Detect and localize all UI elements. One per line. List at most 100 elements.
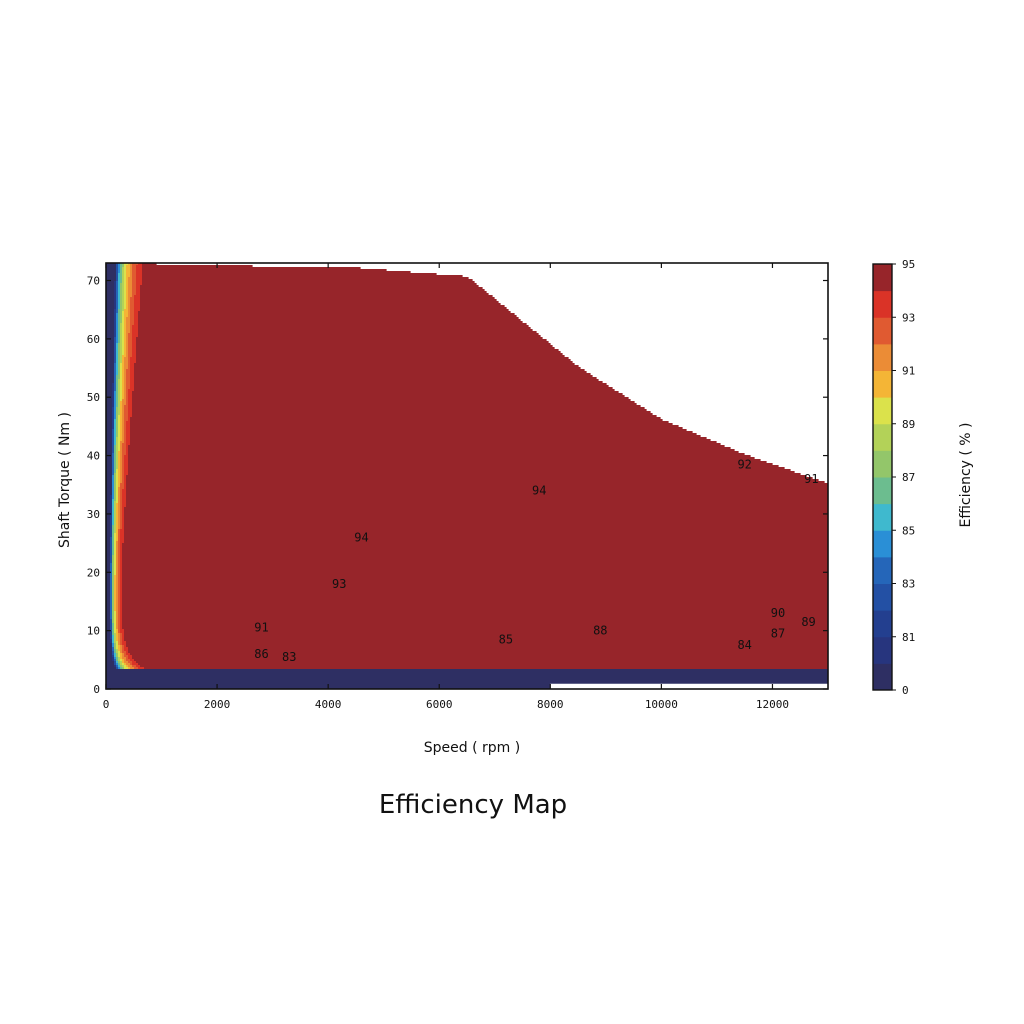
- contour-cell: [122, 651, 127, 654]
- contour-cell: [118, 441, 121, 444]
- colorbar-tick-label: 0: [902, 684, 909, 697]
- contour-cell: [116, 583, 119, 586]
- contour-cell: [124, 345, 127, 348]
- contour-cell: [106, 405, 113, 408]
- contour-cell: [114, 383, 117, 386]
- contour-cell: [126, 353, 129, 356]
- contour-cell: [116, 573, 119, 576]
- contour-cell: [126, 451, 129, 454]
- contour-cell: [118, 401, 121, 404]
- contour-cell: [136, 289, 141, 292]
- contour-cell: [120, 533, 125, 536]
- contour-cell: [112, 539, 115, 542]
- contour-cell: [116, 447, 119, 450]
- contour-cell: [118, 553, 121, 556]
- contour-cell: [132, 393, 623, 396]
- contour-cell: [106, 297, 115, 300]
- contour-cell: [120, 345, 123, 348]
- contour-cell: [130, 367, 135, 370]
- contour-cell: [122, 627, 828, 630]
- contour-cell: [118, 659, 121, 662]
- contour-cell: [124, 663, 127, 666]
- contour-cell: [122, 273, 125, 276]
- contour-cell: [126, 377, 131, 380]
- contour-cell: [124, 297, 127, 300]
- contour-cell: [118, 279, 121, 282]
- contour-cell: [114, 361, 117, 364]
- contour-cell: [122, 377, 125, 380]
- contour-cell: [124, 311, 129, 314]
- contour-cell: [110, 615, 113, 618]
- contour-cell: [106, 369, 115, 372]
- contour-cell: [126, 269, 131, 272]
- contour-cell: [120, 433, 123, 436]
- x-axis-title: Speed ( rpm ): [424, 740, 520, 756]
- contour-cell: [120, 517, 123, 520]
- contour-cell: [122, 419, 125, 422]
- contour-cell: [126, 499, 828, 502]
- contour-cell: [116, 467, 119, 470]
- contour-cell: [120, 403, 123, 406]
- contour-cell: [118, 609, 121, 612]
- contour-cell: [122, 637, 125, 640]
- contour-cell: [118, 551, 121, 554]
- contour-cell: [106, 355, 115, 358]
- contour-cell: [106, 445, 113, 448]
- contour-cell: [116, 485, 119, 488]
- contour-cell: [120, 613, 123, 616]
- contour-cell: [106, 411, 113, 414]
- contour-cell: [136, 357, 569, 360]
- contour-cell: [130, 357, 137, 360]
- contour-cell: [112, 633, 115, 636]
- contour-cell: [110, 525, 113, 528]
- contour-cell: [106, 649, 113, 652]
- contour-cell: [114, 543, 117, 546]
- contour-cell: [110, 513, 113, 516]
- contour-cell: [106, 399, 113, 402]
- contour-cell: [118, 317, 121, 320]
- contour-cell: [106, 417, 113, 420]
- contour-cell: [114, 415, 117, 418]
- contour-cell: [114, 475, 117, 478]
- contour-cell: [122, 667, 125, 670]
- contour-cell: [120, 647, 123, 650]
- contour-cell: [118, 455, 121, 458]
- contour-cell: [120, 585, 123, 588]
- contour-cell: [114, 565, 117, 568]
- contour-cell: [120, 641, 123, 644]
- contour-label: 94: [354, 530, 368, 544]
- contour-cell: [122, 305, 125, 308]
- contour-cell: [134, 323, 139, 326]
- contour-cell: [132, 409, 647, 412]
- contour-cell: [126, 427, 131, 430]
- contour-cell: [106, 595, 111, 598]
- x-tick-label: 2000: [204, 698, 231, 711]
- contour-cell: [114, 635, 117, 638]
- contour-cell: [116, 289, 119, 292]
- contour-cell: [114, 609, 117, 612]
- contour-cell: [136, 345, 553, 348]
- contour-cell: [106, 539, 111, 542]
- contour-cell: [120, 653, 123, 656]
- contour-cell: [124, 473, 129, 476]
- contour-cell: [110, 599, 113, 602]
- contour-cell: [128, 409, 133, 412]
- contour-cell: [126, 351, 129, 354]
- contour-cell: [116, 353, 119, 356]
- contour-cell: [114, 599, 117, 602]
- contour-cell: [124, 371, 127, 374]
- contour-cell: [116, 371, 119, 374]
- contour-cell: [132, 341, 137, 344]
- contour-cell: [126, 659, 131, 662]
- contour-cell: [112, 383, 115, 386]
- contour-cell: [114, 625, 117, 628]
- contour-cell: [124, 427, 127, 430]
- contour-cell: [114, 551, 117, 554]
- contour-cell: [106, 605, 111, 608]
- contour-cell: [114, 445, 117, 448]
- contour-cell: [124, 287, 127, 290]
- contour-cell: [114, 409, 117, 412]
- contour-cell: [106, 675, 828, 678]
- contour-cell: [116, 389, 119, 392]
- contour-cell: [116, 601, 119, 604]
